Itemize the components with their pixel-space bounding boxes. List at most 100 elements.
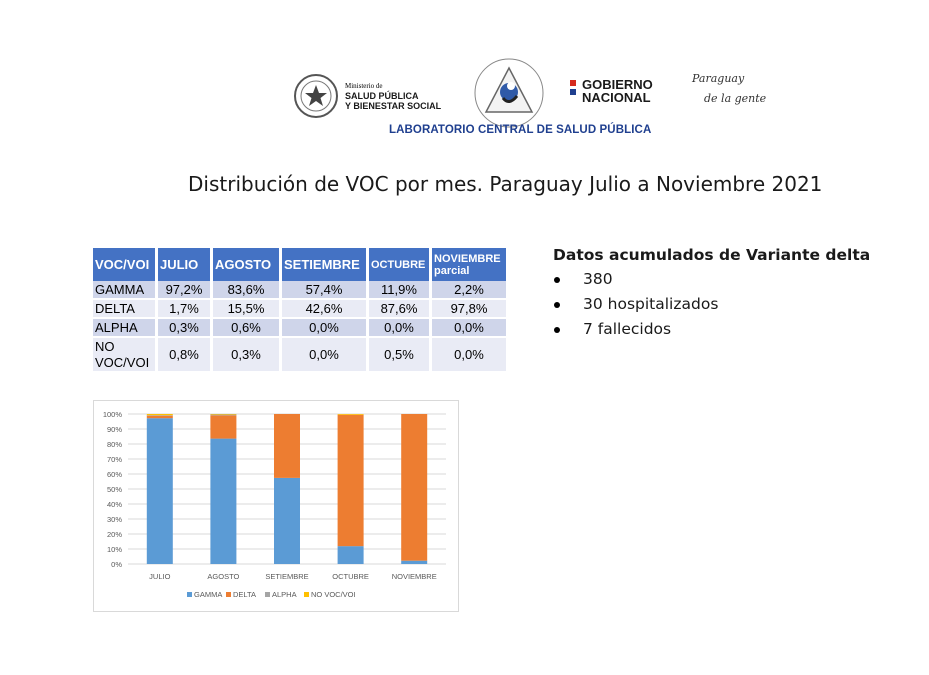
- header-julio: JULIO: [156, 248, 213, 281]
- bar-segment-gamma: [210, 438, 237, 564]
- table-cell: 83,6%: [211, 281, 282, 300]
- row-label-line2: VOC/VOI: [95, 354, 150, 370]
- table-cell: 0,0%: [430, 318, 509, 338]
- flag-icon: [570, 80, 576, 104]
- bar-segment-delta: [146, 415, 173, 419]
- bar-segment-delta: [401, 414, 428, 561]
- gente-line1: Paraguay: [692, 72, 745, 85]
- laboratory-logo-icon: [474, 58, 544, 128]
- table-row: ALPHA 0,3% 0,6% 0,0% 0,0% 0,0%: [93, 318, 509, 338]
- table-row: GAMMA 97,2% 83,6% 57,4% 11,9% 2,2%: [93, 281, 509, 300]
- row-label: NO VOC/VOI: [93, 337, 158, 373]
- page-title: Distribución de VOC por mes. Paraguay Ju…: [188, 172, 823, 196]
- row-label: ALPHA: [93, 318, 158, 338]
- table-cell: 0,3%: [211, 337, 282, 373]
- table-cell: 11,9%: [367, 281, 432, 300]
- table-cell: 2,2%: [430, 281, 509, 300]
- ministry-line1: SALUD PÚBLICA: [345, 91, 419, 101]
- table-cell: 0,0%: [367, 318, 432, 338]
- gob-line2: NACIONAL: [582, 90, 651, 105]
- stats-list: 380 30 hospitalizados 7 fallecidos: [553, 267, 870, 342]
- bar-segment-alpha: [210, 414, 237, 416]
- table-cell: 0,0%: [280, 318, 369, 338]
- paraguay-seal-icon: [294, 74, 338, 118]
- bar-segment-gamma: [274, 477, 300, 564]
- bar-segment-no-voc-voi: [210, 414, 237, 415]
- bar-segment-no-voc-voi: [337, 414, 364, 415]
- list-item: 7 fallecidos: [553, 317, 870, 342]
- bar-segment-delta: [337, 414, 364, 547]
- ministry-line2: Y BIENESTAR SOCIAL: [345, 101, 442, 111]
- chart-svg: 0% 10% 20% 30% 40% 50% 60% 70% 80% 90% 100% JULIO AG…: [103, 410, 446, 599]
- x-tick-label: JULIO: [149, 572, 170, 581]
- y-tick-label: 0%: [111, 560, 122, 569]
- table-row: NO VOC/VOI 0,8% 0,3% 0,0% 0,5% 0,0%: [93, 337, 509, 373]
- table-cell: 42,6%: [280, 299, 369, 319]
- legend-label: DELTA: [233, 590, 256, 599]
- gobierno-nacional-logo: GOBIERNO NACIONAL: [570, 78, 653, 104]
- legend-swatch: [304, 592, 309, 597]
- x-tick-label: OCTUBRE: [332, 572, 369, 581]
- table-cell: 1,7%: [156, 299, 213, 319]
- legend-swatch: [226, 592, 231, 597]
- y-tick-label: 70%: [107, 455, 122, 464]
- bar-segment-gamma: [146, 418, 173, 564]
- table-cell: 97,2%: [156, 281, 213, 300]
- header-vocvoi: VOC/VOI: [93, 248, 158, 281]
- table-cell: 57,4%: [280, 281, 369, 300]
- paraguay-de-la-gente-logo: Paraguay de la gente: [688, 70, 768, 118]
- legend-label: NO VOC/VOI: [311, 590, 356, 599]
- ministry-logo: Ministerio de SALUD PÚBLICA Y BIENESTAR …: [293, 70, 457, 122]
- gente-line2: de la gente: [704, 92, 767, 105]
- voc-table: VOC/VOI JULIO AGOSTO SETIEMBRE OCTUBRE N…: [93, 248, 509, 373]
- row-label-line1: NO: [95, 338, 115, 354]
- bar-segment-alpha: [146, 415, 173, 416]
- x-tick-label: AGOSTO: [207, 572, 239, 581]
- y-tick-label: 100%: [103, 410, 123, 419]
- table-cell: 0,6%: [211, 318, 282, 338]
- table-cell: 0,5%: [367, 337, 432, 373]
- bar-segment-gamma: [337, 546, 364, 564]
- stacked-bar-chart: 0% 10% 20% 30% 40% 50% 60% 70% 80% 90% 100% JULIO AG…: [93, 400, 459, 612]
- bar-segment-gamma: [401, 560, 428, 564]
- x-tick-label: NOVIEMBRE: [392, 572, 437, 581]
- row-label: DELTA: [93, 299, 158, 319]
- header-setiembre: SETIEMBRE: [280, 248, 369, 281]
- header-noviembre-line2: parcial: [434, 264, 470, 277]
- header-noviembre-line1: NOVIEMBRE: [434, 252, 501, 265]
- table-row: DELTA 1,7% 15,5% 42,6% 87,6% 97,8%: [93, 299, 509, 319]
- legend-swatch: [187, 592, 192, 597]
- header-noviembre: NOVIEMBRE parcial: [430, 248, 509, 281]
- y-tick-label: 80%: [107, 440, 122, 449]
- stats-title: Datos acumulados de Variante delta: [553, 246, 871, 264]
- list-item: 380: [553, 267, 870, 292]
- header-logos: Ministerio de SALUD PÚBLICA Y BIENESTAR …: [293, 58, 769, 136]
- table-header-row: VOC/VOI JULIO AGOSTO SETIEMBRE OCTUBRE N…: [93, 248, 509, 281]
- bar-segment-delta: [274, 414, 300, 478]
- y-tick-label: 10%: [107, 545, 122, 554]
- table-cell: 0,3%: [156, 318, 213, 338]
- header-octubre: OCTUBRE: [367, 248, 432, 281]
- ministry-small-text: Ministerio de: [345, 82, 383, 90]
- legend-label: ALPHA: [272, 590, 297, 599]
- table-cell: 97,8%: [430, 299, 509, 319]
- lab-title: LABORATORIO CENTRAL DE SALUD PÚBLICA: [389, 124, 652, 136]
- y-tick-label: 40%: [107, 500, 122, 509]
- table-cell: 0,0%: [430, 337, 509, 373]
- x-tick-label: SETIEMBRE: [265, 572, 308, 581]
- y-tick-label: 60%: [107, 470, 122, 479]
- y-tick-label: 90%: [107, 425, 122, 434]
- delta-stats: Datos acumulados de Variante delta 380 3…: [553, 246, 870, 342]
- y-tick-label: 50%: [107, 485, 122, 494]
- table-cell: 15,5%: [211, 299, 282, 319]
- bar-segment-delta: [210, 415, 237, 439]
- y-tick-label: 30%: [107, 515, 122, 524]
- row-label: GAMMA: [93, 281, 158, 300]
- table-cell: 0,0%: [280, 337, 369, 373]
- legend-swatch: [265, 592, 270, 597]
- list-item: 30 hospitalizados: [553, 292, 870, 317]
- bar-segment-no-voc-voi: [146, 414, 173, 416]
- table-cell: 87,6%: [367, 299, 432, 319]
- y-tick-label: 20%: [107, 530, 122, 539]
- table-cell: 0,8%: [156, 337, 213, 373]
